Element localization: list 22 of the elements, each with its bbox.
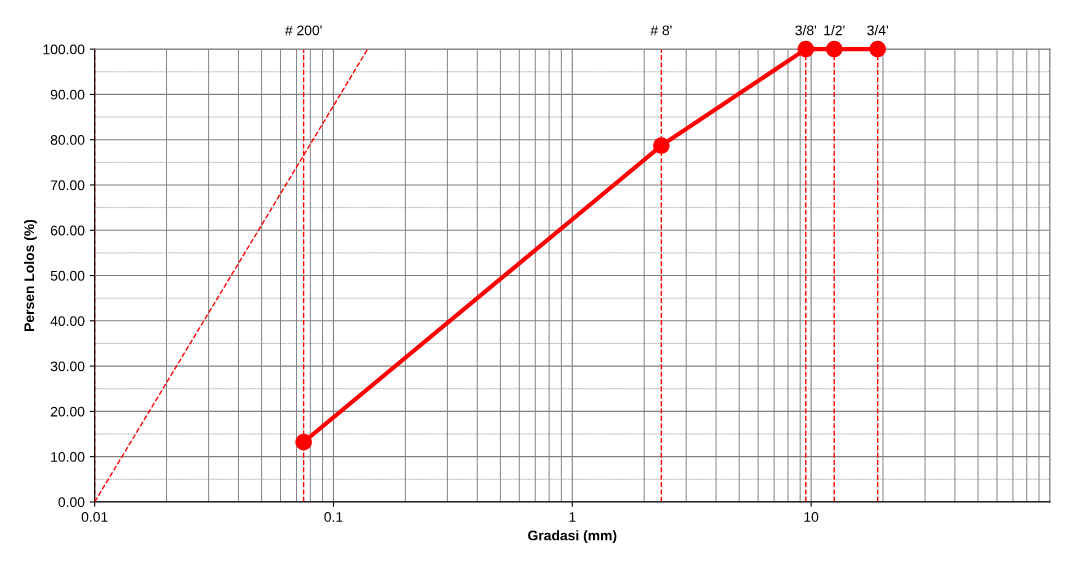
x-tick-label: 1 (569, 512, 576, 522)
x-tick-label: 0.01 (81, 512, 108, 522)
y-axis-title: Persen Lolos (%) (23, 219, 37, 331)
y-tick-label: 40.00 (50, 316, 85, 326)
annotation: 3/8' (795, 25, 817, 36)
y-tick-label: 30.00 (50, 361, 85, 372)
y-tick-label: 20.00 (50, 406, 85, 417)
y-tick-label: 90.00 (50, 89, 85, 100)
y-tick-label: 0.00 (58, 497, 85, 508)
annotation: # 8' (650, 25, 672, 36)
y-tick-label: 70.00 (50, 180, 85, 191)
y-tick-label: 50.00 (50, 270, 85, 281)
y-tick-label: 100.00 (43, 44, 85, 55)
annotation: 3/4' (867, 25, 888, 36)
annotation: # 200' (284, 25, 322, 36)
x-tick-label: 10 (804, 512, 819, 522)
y-tick-label: 10.00 (51, 451, 85, 462)
x-tick-label: 0.1 (324, 512, 343, 522)
y-tick-label: 60.00 (50, 225, 85, 236)
x-axis-title: Gradasi (mm) (528, 530, 617, 544)
annotation: 1/2' (824, 25, 845, 36)
y-tick-label: 80.00 (50, 135, 85, 145)
